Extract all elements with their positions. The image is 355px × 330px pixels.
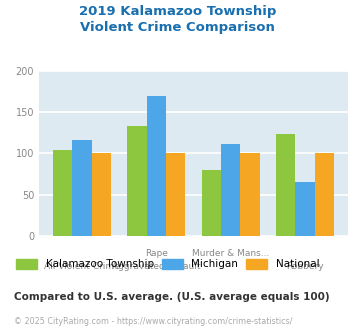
Bar	[315, 153, 334, 236]
Text: Compared to U.S. average. (U.S. average equals 100): Compared to U.S. average. (U.S. average …	[14, 292, 330, 302]
Bar	[240, 153, 260, 236]
Bar	[295, 182, 315, 236]
Bar	[147, 96, 166, 236]
Text: 2019 Kalamazoo Township
Violent Crime Comparison: 2019 Kalamazoo Township Violent Crime Co…	[79, 5, 276, 34]
Text: Rape: Rape	[145, 249, 168, 258]
Bar	[127, 126, 147, 236]
Legend: Kalamazoo Township, Michigan, National: Kalamazoo Township, Michigan, National	[12, 255, 323, 274]
Text: Murder & Mans...: Murder & Mans...	[192, 249, 269, 258]
Bar	[202, 170, 221, 236]
Bar	[72, 140, 92, 236]
Bar	[53, 150, 72, 236]
Bar	[221, 144, 240, 236]
Text: Aggravated Assault: Aggravated Assault	[112, 262, 201, 271]
Text: © 2025 CityRating.com - https://www.cityrating.com/crime-statistics/: © 2025 CityRating.com - https://www.city…	[14, 317, 293, 326]
Bar	[92, 153, 111, 236]
Text: Robbery: Robbery	[286, 262, 324, 271]
Text: All Violent Crime: All Violent Crime	[44, 262, 120, 271]
Bar	[166, 153, 185, 236]
Bar	[276, 134, 295, 236]
